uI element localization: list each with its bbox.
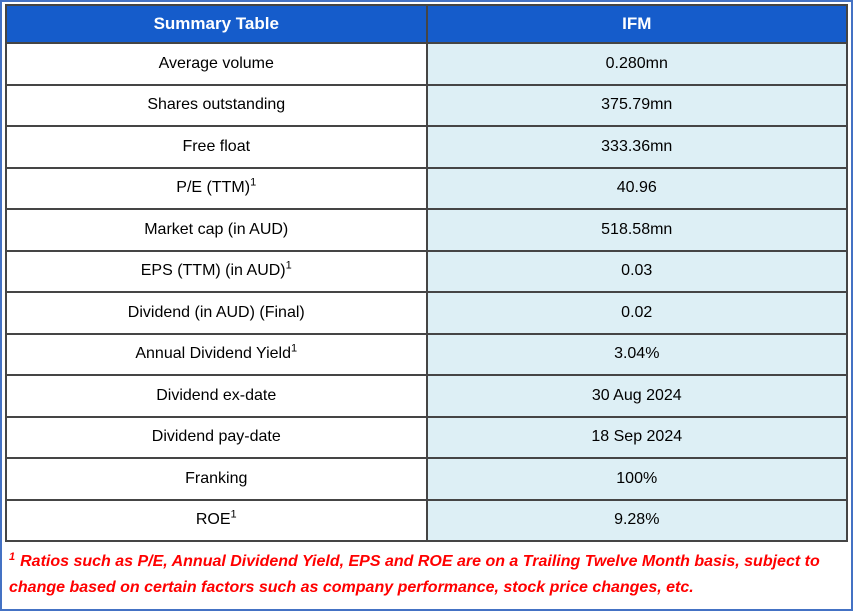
row-value-cell: 0.02 <box>425 291 848 335</box>
table-row: Annual Dividend Yield1 3.04% <box>5 332 848 376</box>
table-row: P/E (TTM)1 40.96 <box>5 166 848 210</box>
footnote: 1 Ratios such as P/E, Annual Dividend Yie… <box>9 549 842 601</box>
row-value-cell: 0.280mn <box>425 42 848 86</box>
row-label-cell: Average volume <box>5 42 428 86</box>
table-row: ROE1 9.28% <box>5 498 848 542</box>
row-label: Market cap (in AUD) <box>144 220 289 238</box>
row-label: P/E (TTM) <box>176 179 251 197</box>
row-label: Franking <box>185 469 248 487</box>
row-label-cell: Shares outstanding <box>5 83 428 127</box>
row-label-cell: Dividend ex-date <box>5 374 428 418</box>
footnote-superscript: 1 <box>9 550 16 563</box>
table-row: Dividend ex-date 30 Aug 2024 <box>5 374 848 418</box>
row-label-cell: Annual Dividend Yield1 <box>5 332 428 376</box>
row-label-cell: ROE1 <box>5 498 428 542</box>
row-superscript: 1 <box>230 508 237 521</box>
row-label: ROE <box>195 511 231 529</box>
table-body: Average volume 0.280mn Shares outstandin… <box>5 42 848 542</box>
table-row: Free float 333.36mn <box>5 125 848 169</box>
table-row: Market cap (in AUD) 518.58mn <box>5 208 848 252</box>
row-value-cell: 30 Aug 2024 <box>425 374 848 418</box>
row-label-cell: Free float <box>5 125 428 169</box>
row-label: Dividend (in AUD) (Final) <box>127 303 305 321</box>
header-cell-summary-table: Summary Table <box>5 4 428 44</box>
row-label: Shares outstanding <box>147 96 286 114</box>
row-label: Free float <box>182 137 251 155</box>
row-superscript: 1 <box>291 342 298 355</box>
row-label-cell: Franking <box>5 457 428 501</box>
row-value-cell: 375.79mn <box>425 83 848 127</box>
summary-table: Summary Table IFM Average volume 0.280mn… <box>5 4 848 542</box>
row-value-cell: 100% <box>425 457 848 501</box>
row-label-cell: P/E (TTM)1 <box>5 166 428 210</box>
table-header: Summary Table IFM <box>5 4 848 44</box>
header-cell-ifm: IFM <box>425 4 848 44</box>
row-superscript: 1 <box>285 259 292 272</box>
row-label-cell: EPS (TTM) (in AUD)1 <box>5 249 428 293</box>
table-row: EPS (TTM) (in AUD)1 0.03 <box>5 249 848 293</box>
table-row: Dividend pay-date 18 Sep 2024 <box>5 415 848 459</box>
row-label: Annual Dividend Yield <box>135 345 292 363</box>
row-value-cell: 18 Sep 2024 <box>425 415 848 459</box>
row-label-cell: Dividend (in AUD) (Final) <box>5 291 428 335</box>
row-value-cell: 518.58mn <box>425 208 848 252</box>
row-label-cell: Dividend pay-date <box>5 415 428 459</box>
row-value-cell: 3.04% <box>425 332 848 376</box>
row-label-cell: Market cap (in AUD) <box>5 208 428 252</box>
row-label: Dividend ex-date <box>156 386 277 404</box>
header-row: Summary Table IFM <box>5 4 848 44</box>
table-row: Shares outstanding 375.79mn <box>5 83 848 127</box>
row-value-cell: 40.96 <box>425 166 848 210</box>
row-label: Average volume <box>158 54 274 72</box>
table-row: Dividend (in AUD) (Final) 0.02 <box>5 291 848 335</box>
row-label: EPS (TTM) (in AUD) <box>140 262 286 280</box>
row-value-cell: 333.36mn <box>425 125 848 169</box>
row-label: Dividend pay-date <box>151 428 281 446</box>
table-row: Average volume 0.280mn <box>5 42 848 86</box>
row-value-cell: 0.03 <box>425 249 848 293</box>
row-superscript: 1 <box>250 176 257 189</box>
row-value-cell: 9.28% <box>425 498 848 542</box>
table-row: Franking 100% <box>5 457 848 501</box>
footnote-text: Ratios such as P/E, Annual Dividend Yiel… <box>9 553 820 596</box>
